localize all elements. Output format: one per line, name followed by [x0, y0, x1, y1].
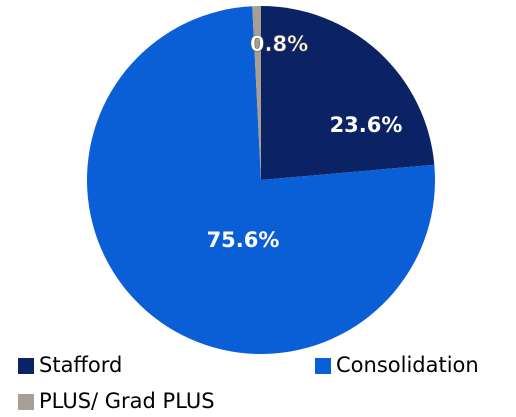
pie-slice — [252, 6, 261, 180]
legend-label: Stafford — [39, 353, 122, 377]
data-label: 75.6% — [207, 228, 280, 252]
legend-label: Consolidation — [336, 353, 479, 377]
pie-slice — [87, 6, 435, 354]
pie-slice — [261, 6, 435, 180]
legend-swatch — [18, 358, 34, 374]
legend-swatch — [18, 394, 34, 410]
legend-swatch — [315, 358, 331, 374]
legend-label: PLUS/ Grad PLUS — [39, 389, 215, 413]
data-label: 0.8% — [250, 32, 308, 56]
data-label: 23.6% — [330, 113, 403, 137]
